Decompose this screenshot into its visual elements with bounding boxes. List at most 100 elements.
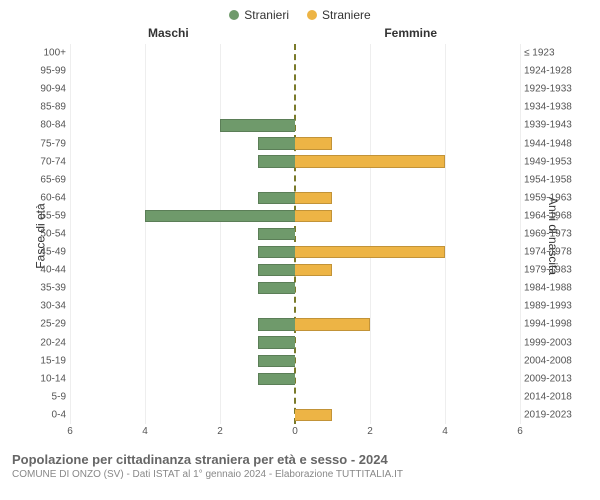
x-tick: 0: [292, 426, 298, 437]
age-label: 15-19: [24, 355, 66, 366]
age-label: 75-79: [24, 138, 66, 149]
legend-swatch-female: [307, 10, 317, 20]
birth-year-label: 1969-1973: [524, 228, 588, 239]
birth-year-label: 1989-1993: [524, 301, 588, 312]
age-label: 20-24: [24, 337, 66, 348]
bar-male: [258, 155, 295, 167]
bar-male: [258, 336, 295, 348]
age-label: 35-39: [24, 283, 66, 294]
age-label: 50-54: [24, 228, 66, 239]
column-header-female: Femmine: [384, 26, 437, 40]
bar-female: [295, 155, 445, 167]
age-row: 85-891934-1938: [70, 99, 520, 115]
legend: Stranieri Straniere: [8, 8, 592, 22]
x-tick: 2: [367, 426, 373, 437]
age-label: 40-44: [24, 265, 66, 276]
birth-year-label: 2019-2023: [524, 409, 588, 420]
age-label: 60-64: [24, 192, 66, 203]
bar-male: [258, 373, 295, 385]
age-row: 70-741949-1953: [70, 154, 520, 170]
birth-year-label: 1949-1953: [524, 156, 588, 167]
legend-label-male: Stranieri: [244, 8, 289, 22]
age-row: 20-241999-2003: [70, 335, 520, 351]
birth-year-label: 2009-2013: [524, 373, 588, 384]
bar-female: [295, 246, 445, 258]
chart: Maschi Femmine Fasce di età Anni di nasc…: [8, 26, 592, 446]
age-row: 50-541969-1973: [70, 226, 520, 242]
legend-item-female: Straniere: [307, 8, 371, 22]
bar-male: [258, 246, 295, 258]
bar-male: [258, 318, 295, 330]
bar-male: [258, 264, 295, 276]
caption-subtitle: COMUNE DI ONZO (SV) - Dati ISTAT al 1° g…: [12, 469, 592, 480]
bar-female: [295, 192, 332, 204]
age-row: 45-491974-1978: [70, 244, 520, 260]
plot-area: 100+≤ 192395-991924-192890-941929-193385…: [70, 44, 520, 424]
bar-male: [258, 192, 295, 204]
age-label: 90-94: [24, 84, 66, 95]
age-row: 0-42019-2023: [70, 407, 520, 423]
birth-year-label: 1999-2003: [524, 337, 588, 348]
birth-year-label: 1944-1948: [524, 138, 588, 149]
rows-container: 100+≤ 192395-991924-192890-941929-193385…: [70, 44, 520, 424]
age-row: 40-441979-1983: [70, 262, 520, 278]
age-label: 55-59: [24, 210, 66, 221]
birth-year-label: 1959-1963: [524, 192, 588, 203]
age-row: 5-92014-2018: [70, 389, 520, 405]
bar-male: [258, 137, 295, 149]
age-row: 15-192004-2008: [70, 353, 520, 369]
x-tick: 4: [442, 426, 448, 437]
age-label: 95-99: [24, 66, 66, 77]
age-label: 10-14: [24, 373, 66, 384]
bar-male: [258, 355, 295, 367]
age-row: 65-691954-1958: [70, 172, 520, 188]
x-axis-ticks: 6 4 2 0 2 4 6: [70, 426, 520, 442]
age-row: 25-291994-1998: [70, 316, 520, 332]
legend-item-male: Stranieri: [229, 8, 289, 22]
birth-year-label: 1934-1938: [524, 102, 588, 113]
age-row: 75-791944-1948: [70, 135, 520, 151]
bar-female: [295, 210, 332, 222]
x-tick: 2: [217, 426, 223, 437]
birth-year-label: 1924-1928: [524, 66, 588, 77]
age-label: 0-4: [24, 409, 66, 420]
age-row: 30-341989-1993: [70, 298, 520, 314]
age-label: 25-29: [24, 319, 66, 330]
birth-year-label: 1994-1998: [524, 319, 588, 330]
birth-year-label: 1979-1983: [524, 265, 588, 276]
bar-female: [295, 137, 332, 149]
birth-year-label: 1939-1943: [524, 120, 588, 131]
legend-swatch-male: [229, 10, 239, 20]
birth-year-label: ≤ 1923: [524, 48, 588, 59]
bar-male: [145, 210, 295, 222]
legend-label-female: Straniere: [322, 8, 371, 22]
birth-year-label: 1984-1988: [524, 283, 588, 294]
birth-year-label: 2004-2008: [524, 355, 588, 366]
column-header-male: Maschi: [148, 26, 189, 40]
bar-male: [258, 282, 295, 294]
birth-year-label: 1929-1933: [524, 84, 588, 95]
x-tick: 6: [517, 426, 523, 437]
bar-female: [295, 264, 332, 276]
age-row: 100+≤ 1923: [70, 45, 520, 61]
age-row: 80-841939-1943: [70, 117, 520, 133]
age-label: 80-84: [24, 120, 66, 131]
birth-year-label: 1974-1978: [524, 247, 588, 258]
age-row: 90-941929-1933: [70, 81, 520, 97]
age-label: 45-49: [24, 247, 66, 258]
age-label: 70-74: [24, 156, 66, 167]
bar-male: [220, 119, 295, 131]
age-row: 35-391984-1988: [70, 280, 520, 296]
x-tick: 6: [67, 426, 73, 437]
age-label: 65-69: [24, 174, 66, 185]
caption: Popolazione per cittadinanza straniera p…: [8, 452, 592, 480]
age-label: 85-89: [24, 102, 66, 113]
age-row: 55-591964-1968: [70, 208, 520, 224]
birth-year-label: 2014-2018: [524, 391, 588, 402]
age-label: 5-9: [24, 391, 66, 402]
age-label: 30-34: [24, 301, 66, 312]
x-tick: 4: [142, 426, 148, 437]
bar-male: [258, 228, 295, 240]
bar-female: [295, 318, 370, 330]
age-row: 60-641959-1963: [70, 190, 520, 206]
